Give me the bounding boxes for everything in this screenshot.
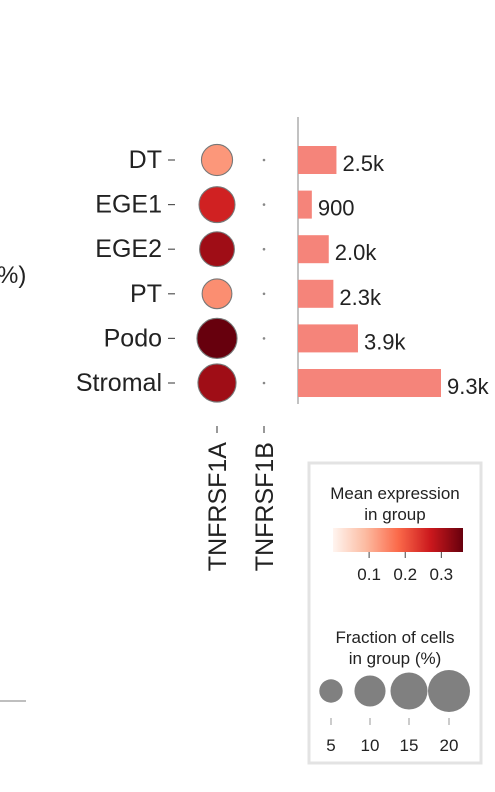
dot-pt-tnfrsf1b	[262, 292, 266, 296]
dot-podo-tnfrsf1a	[196, 317, 238, 359]
row-labels: DT EGE1 EGE2 PT Podo Stromal	[76, 146, 175, 397]
bar-value-label: 2.0k	[335, 240, 378, 265]
color-scale-bar	[333, 528, 463, 552]
row-label-stromal: Stromal	[76, 369, 162, 397]
size-legend-dots: 5 10 15 20	[319, 670, 470, 755]
color-legend-title-line1: Mean expression	[330, 484, 459, 503]
size-tick-label: 20	[440, 736, 459, 755]
color-tick-label: 0.3	[430, 565, 454, 584]
left-edge-text: %)	[0, 262, 26, 289]
bar-dt	[298, 146, 337, 174]
row-label-dt: DT	[129, 146, 162, 174]
gene-label-tnfrsf1b: TNFRSF1B	[251, 442, 279, 571]
dot-stromal-tnfrsf1a	[197, 363, 237, 403]
color-tick-label: 0.1	[357, 565, 381, 584]
cell-count-bars: 2.5k 900 2.0k 2.3k 3.9k 9.3k	[297, 117, 490, 404]
size-tick-label: 5	[326, 736, 335, 755]
size-legend-title-line2: in group (%)	[349, 649, 442, 668]
row-label-ege1: EGE1	[95, 191, 162, 219]
dot-ege2-tnfrsf1b	[262, 247, 266, 251]
size-tick-label: 10	[361, 736, 380, 755]
size-legend-dot-10	[354, 675, 386, 707]
gene-labels: TNFRSF1A TNFRSF1B	[204, 426, 279, 571]
size-tick-label: 15	[400, 736, 419, 755]
size-legend-dot-20	[428, 670, 470, 712]
legend-frame	[307, 461, 483, 765]
bar-value-label: 9.3k	[447, 374, 490, 399]
color-legend-title-line2: in group	[364, 505, 425, 524]
row-label-pt: PT	[130, 280, 162, 308]
dot-grid	[196, 143, 266, 403]
legend-box: Mean expression in group 0.1 0.2 0.3 Fract…	[307, 461, 483, 765]
dot-podo-tnfrsf1b	[262, 337, 266, 340]
size-legend-title-line1: Fraction of cells	[335, 628, 454, 647]
bar-ege1	[298, 190, 312, 219]
bar-value-label: 2.5k	[342, 151, 385, 176]
color-tick-label: 0.2	[393, 565, 417, 584]
row-label-ege2: EGE2	[95, 235, 162, 263]
bar-value-label: 900	[318, 196, 355, 221]
dot-ege2-tnfrsf1a	[199, 231, 235, 268]
bar-value-label: 3.9k	[364, 329, 407, 354]
bar-pt	[298, 279, 334, 308]
gene-label-tnfrsf1a: TNFRSF1A	[204, 442, 232, 572]
size-legend-dot-15	[390, 672, 428, 710]
bar-ege2	[298, 235, 329, 264]
bar-value-label: 2.3k	[339, 285, 382, 310]
bar-podo	[298, 324, 358, 353]
size-legend-dot-5	[319, 679, 343, 703]
row-label-podo: Podo	[104, 324, 162, 352]
dot-dt-tnfrsf1b	[262, 158, 266, 162]
dot-stromal-tnfrsf1b	[262, 381, 266, 385]
color-legend-ticks: 0.1 0.2 0.3	[357, 552, 453, 584]
dot-ege1-tnfrsf1a	[198, 186, 236, 224]
bar-stromal	[298, 369, 441, 397]
dot-dt-tnfrsf1a	[200, 143, 234, 177]
dot-ege1-tnfrsf1b	[262, 203, 266, 206]
dot-pt-tnfrsf1a	[201, 278, 233, 310]
